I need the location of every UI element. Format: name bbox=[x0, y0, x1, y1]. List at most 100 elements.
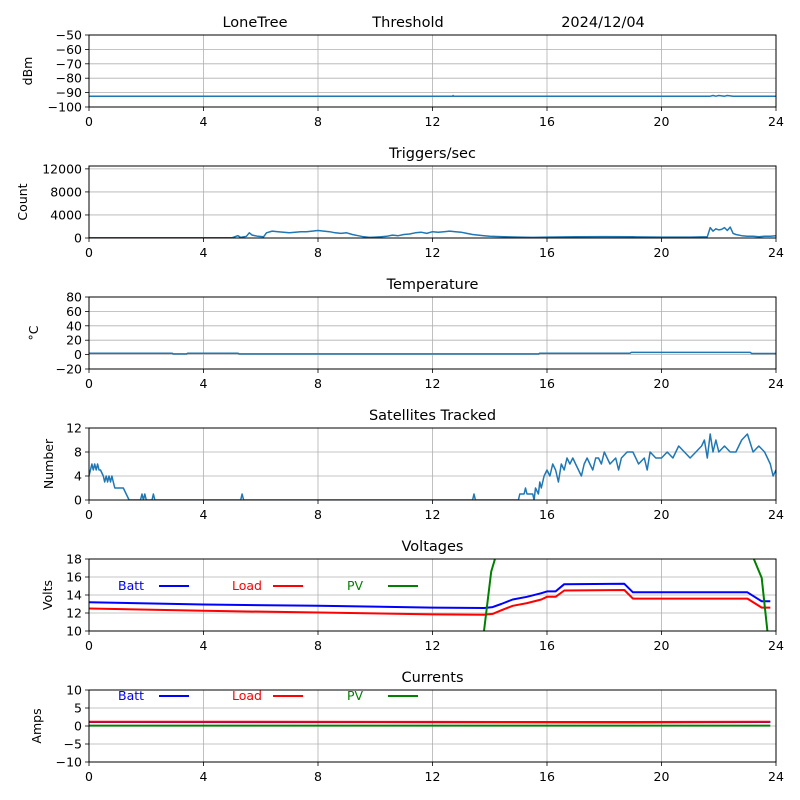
header-site: LoneTree bbox=[222, 15, 287, 31]
y-tick-label: 4000 bbox=[50, 207, 82, 222]
legend-label-batt: Batt bbox=[118, 688, 144, 703]
x-tick-label: 12 bbox=[425, 114, 441, 129]
y-tick-label: 40 bbox=[66, 318, 82, 333]
y-tick-label: 10 bbox=[66, 683, 82, 698]
y-tick-label: −90 bbox=[56, 85, 82, 100]
x-tick-label: 16 bbox=[539, 114, 555, 129]
series-line-load bbox=[89, 589, 771, 616]
series-line-triggers bbox=[89, 226, 776, 238]
y-axis-label: dBm bbox=[20, 57, 35, 86]
y-axis-label: °C bbox=[26, 325, 41, 340]
y-tick-label: 60 bbox=[66, 304, 82, 319]
x-tick-label: 8 bbox=[314, 376, 322, 391]
x-tick-label: 0 bbox=[85, 376, 93, 391]
y-tick-label: 16 bbox=[66, 570, 82, 585]
x-tick-label: 16 bbox=[539, 638, 555, 653]
legend-label-load: Load bbox=[232, 578, 262, 593]
y-tick-label: −60 bbox=[56, 42, 82, 57]
y-tick-label: −20 bbox=[56, 362, 82, 377]
x-tick-label: 24 bbox=[768, 245, 784, 260]
series-line-satellites bbox=[89, 433, 776, 500]
legend-label-batt: Batt bbox=[118, 578, 144, 593]
x-tick-label: 24 bbox=[768, 376, 784, 391]
legend-label-load: Load bbox=[232, 688, 262, 703]
y-tick-label: 0 bbox=[74, 231, 82, 246]
x-tick-label: 20 bbox=[654, 638, 670, 653]
x-tick-label: 0 bbox=[85, 769, 93, 784]
x-tick-label: 12 bbox=[425, 638, 441, 653]
y-tick-label: −70 bbox=[56, 56, 82, 71]
y-tick-label: 12000 bbox=[42, 161, 82, 176]
x-tick-label: 4 bbox=[200, 507, 208, 522]
x-tick-label: 16 bbox=[539, 376, 555, 391]
panel-title: Currents bbox=[401, 670, 463, 686]
x-tick-label: 16 bbox=[539, 507, 555, 522]
x-tick-label: 4 bbox=[200, 376, 208, 391]
series-line-pv bbox=[483, 559, 769, 631]
legend-label-pv: PV bbox=[347, 688, 364, 703]
y-tick-label: −80 bbox=[56, 71, 82, 86]
x-tick-label: 0 bbox=[85, 507, 93, 522]
y-tick-label: 12 bbox=[66, 421, 82, 436]
y-tick-label: 12 bbox=[66, 606, 82, 621]
y-tick-label: −5 bbox=[64, 737, 82, 752]
x-tick-label: 12 bbox=[425, 245, 441, 260]
x-tick-label: 0 bbox=[85, 638, 93, 653]
panel-voltages: Batt Load PV 0 4 8 12 16 20 24 10 12 14 16 18 Voltages V… bbox=[40, 539, 784, 653]
x-tick-label: 12 bbox=[425, 507, 441, 522]
y-tick-label: 10 bbox=[66, 624, 82, 639]
x-tick-label: 20 bbox=[654, 769, 670, 784]
y-tick-label: −100 bbox=[48, 100, 82, 115]
x-tick-label: 12 bbox=[425, 769, 441, 784]
x-tick-label: 20 bbox=[654, 245, 670, 260]
x-tick-label: 4 bbox=[200, 245, 208, 260]
series-line-threshold bbox=[89, 94, 776, 97]
panel-triggers-sec: 0 4 8 12 16 20 24 0 4000 8000 12000 Triggers/sec Cou… bbox=[15, 146, 784, 260]
x-tick-label: 8 bbox=[314, 114, 322, 129]
panel-currents: Batt Load PV 0 4 8 12 16 20 24 −10 −5 0 5 10 Currents Am… bbox=[29, 670, 784, 784]
panel-threshold: 0 4 8 12 16 20 24 −100−90−80−70−60−50 dBm bbox=[20, 28, 784, 130]
y-tick-label: 0 bbox=[74, 719, 82, 734]
x-tick-label: 20 bbox=[654, 114, 670, 129]
x-tick-label: 8 bbox=[314, 245, 322, 260]
y-tick-label: 0 bbox=[74, 493, 82, 508]
x-tick-label: 24 bbox=[768, 769, 784, 784]
y-axis-label: Count bbox=[15, 183, 30, 220]
x-tick-label: 8 bbox=[314, 638, 322, 653]
x-tick-label: 8 bbox=[314, 507, 322, 522]
y-tick-label: 0 bbox=[74, 347, 82, 362]
y-axis-label: Volts bbox=[40, 580, 55, 610]
x-tick-label: 12 bbox=[425, 376, 441, 391]
y-tick-label: 4 bbox=[74, 469, 82, 484]
panel-title: Temperature bbox=[386, 277, 479, 293]
x-tick-label: 8 bbox=[314, 769, 322, 784]
y-tick-label: 20 bbox=[66, 333, 82, 348]
y-axis-label: Amps bbox=[29, 708, 44, 743]
x-tick-label: 4 bbox=[200, 114, 208, 129]
x-tick-label: 24 bbox=[768, 507, 784, 522]
panel-satellites-tracked: 0 4 8 12 16 20 24 0 4 8 12 Satellites Tracked Number bbox=[41, 408, 784, 522]
x-tick-label: 24 bbox=[768, 638, 784, 653]
y-tick-label: 14 bbox=[66, 588, 82, 603]
y-axis-label: Number bbox=[41, 438, 56, 489]
x-tick-label: 16 bbox=[539, 245, 555, 260]
panel-title: Voltages bbox=[402, 539, 464, 555]
series-line-batt bbox=[89, 582, 771, 609]
legend-label-pv: PV bbox=[347, 578, 364, 593]
panel-title: Triggers/sec bbox=[388, 146, 476, 162]
y-tick-label: 8 bbox=[74, 445, 82, 460]
x-tick-label: 20 bbox=[654, 507, 670, 522]
y-tick-label: 8000 bbox=[50, 184, 82, 199]
x-tick-label: 16 bbox=[539, 769, 555, 784]
x-tick-label: 0 bbox=[85, 245, 93, 260]
x-tick-label: 24 bbox=[768, 114, 784, 129]
y-tick-label: −10 bbox=[56, 755, 82, 770]
header-date: 2024/12/04 bbox=[561, 15, 645, 31]
x-tick-label: 4 bbox=[200, 769, 208, 784]
header-mode: Threshold bbox=[371, 15, 443, 31]
x-tick-label: 4 bbox=[200, 638, 208, 653]
y-tick-label: 80 bbox=[66, 290, 82, 305]
y-tick-label: 5 bbox=[74, 701, 82, 716]
